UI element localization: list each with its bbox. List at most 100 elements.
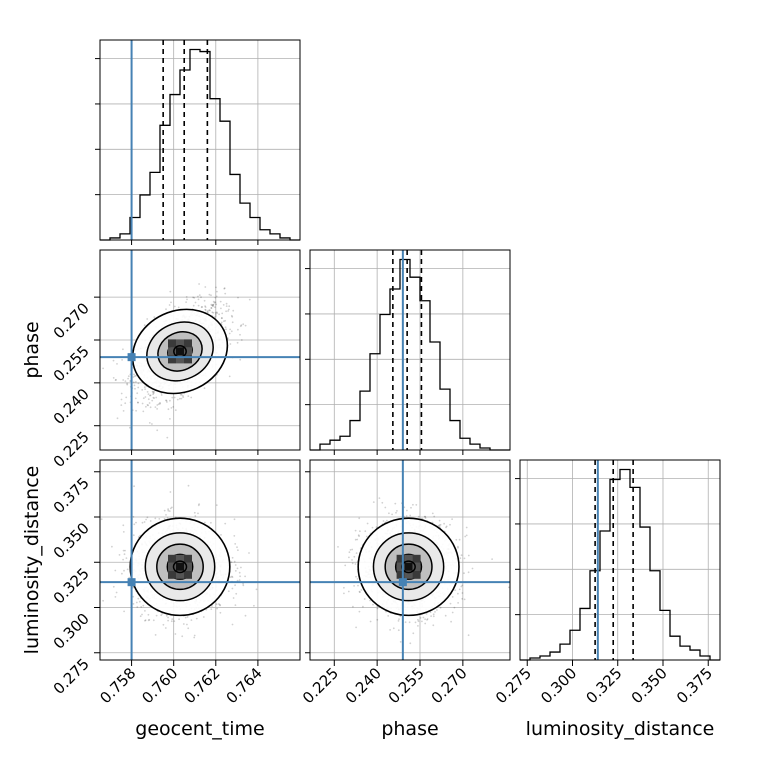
sample-point [369,620,372,623]
panel-frame [99,249,301,451]
sample-point [206,310,209,313]
sample-point [135,409,138,412]
sample-point [193,511,196,514]
sample-point [123,610,125,613]
sample-point [389,629,391,631]
sample-point [458,588,461,591]
sample-point [219,300,222,303]
sample-point [398,618,400,620]
sample-point [192,296,195,299]
sample-point [421,620,423,623]
sample-point [198,294,201,296]
sample-point [376,607,379,610]
sample-point [465,526,468,529]
sample-point [169,507,172,510]
sample-point [167,509,170,512]
sample-point [431,512,434,515]
sample-point [451,611,454,614]
sample-point [405,515,408,517]
y-tick-label: 0.225 [50,428,93,471]
sample-point [233,560,236,563]
sample-point [432,624,435,627]
sample-point [224,326,227,329]
sample-point [114,569,117,572]
sample-point [371,526,374,529]
sample-point [123,553,126,556]
panel-frame [99,39,301,241]
sample-point [214,306,216,308]
sample-point [397,620,400,622]
y-tick-label: 0.270 [50,299,93,342]
sample-point [225,310,228,313]
sample-point [132,603,135,605]
sample-point [173,305,176,308]
sample-point [358,610,361,613]
sample-point [151,423,153,425]
sample-point [142,410,145,413]
sample-point [180,393,183,396]
sample-point [355,626,357,629]
sample-point [210,307,213,309]
density-bin [184,554,192,563]
density-layer [337,497,510,645]
sample-point [417,625,419,627]
density-bin [168,562,176,571]
density-bin [176,554,184,563]
sample-point [230,561,233,564]
sample-point [169,418,171,420]
sample-point [186,623,188,626]
sample-point [135,601,138,604]
sample-point [127,375,130,378]
sample-point [461,584,464,587]
sample-point [233,518,236,521]
sample-point [372,603,374,606]
density-bin [412,562,421,571]
sample-point [173,620,176,623]
sample-point [357,584,359,587]
density-bin [168,347,176,356]
sample-point [351,548,354,551]
sample-point [451,518,453,520]
sample-point [444,614,447,617]
density-bin [412,554,421,563]
sample-point [146,516,149,519]
sample-point [100,518,103,521]
sample-point [231,576,234,578]
sample-point [207,309,210,312]
sample-point [214,296,217,299]
sample-point [210,608,213,610]
sample-point [212,303,215,306]
sample-point [231,587,234,590]
sample-point [355,552,358,554]
sample-point [133,485,136,488]
sample-point [198,503,201,505]
sample-point [153,316,156,318]
sample-point [463,598,466,601]
sample-point [218,603,220,605]
sample-point [423,515,426,518]
sample-point [180,397,183,400]
sample-point [232,309,235,312]
sample-point [219,611,222,614]
sample-point [359,591,361,593]
sample-point [460,554,463,557]
sample-point [404,621,407,624]
sample-point [239,358,242,361]
sample-point [165,514,167,516]
sample-point [178,397,181,400]
sample-point [155,614,158,617]
sample-point [197,512,199,515]
x-tick-label: 0.764 [223,664,266,707]
x-tick-label: 0.275 [492,664,535,707]
sample-point [149,520,152,522]
sample-point [231,575,233,578]
sample-point [212,304,215,306]
sample-point [211,605,213,607]
sample-point [425,613,428,615]
sample-point [225,305,228,307]
sample-point [120,392,123,395]
density-bin [404,570,413,579]
sample-point [227,310,230,312]
sample-point [354,563,357,565]
